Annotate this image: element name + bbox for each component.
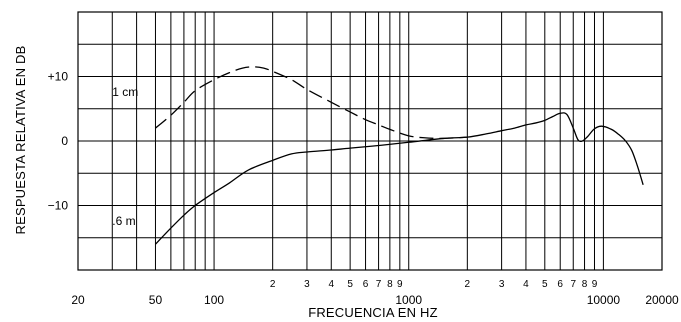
y-tick-label: +10 (48, 70, 69, 84)
x-axis-title: FRECUENCIA EN HZ (308, 305, 438, 320)
x-minor-tick-label: 6 (557, 279, 563, 290)
x-minor-tick-label: 7 (570, 279, 576, 290)
grid (77, 11, 663, 271)
x-minor-tick-label: 2 (465, 279, 471, 290)
curve-label: .6 m (112, 214, 135, 228)
x-tick-label: 10000 (587, 293, 621, 307)
x-tick-label: 50 (149, 293, 163, 307)
x-tick-label: 100 (204, 293, 224, 307)
x-minor-tick-label: 4 (328, 279, 334, 290)
curves (154, 66, 644, 245)
x-minor-tick-label: 8 (387, 279, 393, 290)
x-tick-label: 1000 (395, 293, 422, 307)
curve-label: 1 cm (112, 85, 138, 99)
x-minor-tick-label: 7 (376, 279, 382, 290)
x-minor-tick-label: 2 (270, 279, 276, 290)
y-tick-label: 0 (61, 134, 68, 148)
x-minor-tick-label: 3 (304, 279, 310, 290)
x-minor-tick-label: 6 (363, 279, 369, 290)
x-tick-label: 20 (71, 293, 85, 307)
x-minor-tick-label: 9 (397, 279, 403, 290)
series-line-1cm (155, 66, 468, 140)
x-minor-tick-label: 4 (523, 279, 529, 290)
x-minor-tick-label: 3 (499, 279, 505, 290)
x-tick-label: 20000 (645, 293, 679, 307)
x-minor-tick-label: 5 (347, 279, 353, 290)
x-minor-tick-label: 5 (542, 279, 548, 290)
y-tick-label: −10 (48, 199, 69, 213)
x-minor-tick-label: 8 (582, 279, 588, 290)
x-minor-tick-label: 9 (592, 279, 598, 290)
series-line-0-6m (154, 112, 644, 245)
y-axis-title: RESPUESTA RELATIVA EN DB (13, 45, 28, 234)
plot-frame (77, 11, 663, 271)
